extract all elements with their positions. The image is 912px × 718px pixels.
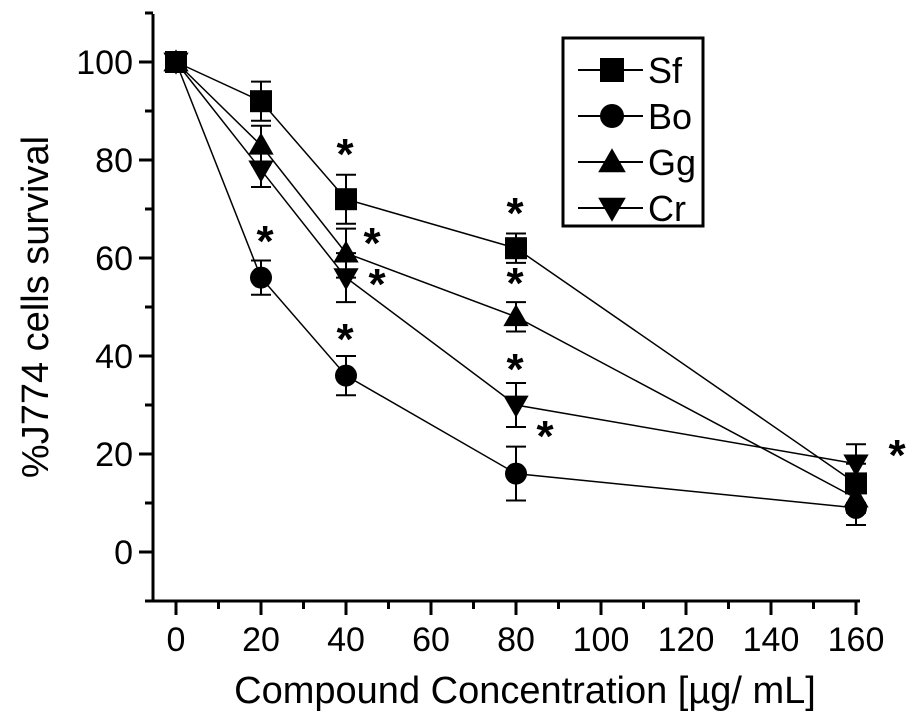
legend-marker-cr <box>598 197 626 222</box>
point-cr <box>843 454 869 477</box>
legend-label: Gg <box>648 142 696 183</box>
y-tick-label: 100 <box>76 44 133 82</box>
legend: Sf Bo Gg Cr <box>561 36 705 229</box>
x-tick-label: 100 <box>573 621 630 659</box>
data-points <box>163 49 869 519</box>
significance-star: * <box>506 345 524 394</box>
point-bo <box>250 266 272 289</box>
point-cr <box>163 52 189 75</box>
significance-star: * <box>256 217 274 266</box>
significance-star: * <box>506 189 524 238</box>
y-tick-label: 40 <box>95 338 133 376</box>
x-tick-label: 60 <box>412 621 450 659</box>
point-gg <box>843 485 869 508</box>
x-tick-label: 160 <box>828 621 885 659</box>
point-sf <box>250 90 272 113</box>
legend-item-cr: Cr <box>578 188 686 229</box>
x-tick-label: 40 <box>327 621 365 659</box>
significance-star: * <box>368 260 386 309</box>
significance-star: * <box>363 219 381 268</box>
axes: 0 20 40 60 80 100 0 20 40 60 80 100 120 140 160 <box>76 11 885 659</box>
point-bo <box>505 462 527 485</box>
y-tick-label: 0 <box>114 534 133 572</box>
significance-star: * <box>336 130 354 179</box>
significance-star: * <box>888 431 906 480</box>
legend-marker-sf <box>600 58 624 82</box>
y-tick-label: 80 <box>95 142 133 180</box>
significance-star: * <box>506 259 524 308</box>
y-axis-label: %J774 cells survival <box>15 136 57 478</box>
legend-item-sf: Sf <box>578 50 683 91</box>
y-tick-label: 60 <box>95 240 133 278</box>
x-tick-label: 0 <box>167 621 186 659</box>
legend-item-gg: Gg <box>578 142 696 183</box>
y-tick-label: 20 <box>95 436 133 474</box>
x-tick-label: 120 <box>658 621 715 659</box>
legend-label: Cr <box>648 188 686 229</box>
point-gg <box>333 240 359 263</box>
x-axis-label: Compound Concentration [µg/ mL] <box>234 670 816 712</box>
point-gg <box>248 132 274 155</box>
x-tick-label: 140 <box>743 621 800 659</box>
point-sf <box>335 188 357 211</box>
point-bo <box>335 364 357 387</box>
point-cr <box>248 160 274 183</box>
point-sf <box>505 237 527 260</box>
significance-markers: ********* * <box>256 130 906 480</box>
legend-label: Bo <box>648 96 692 137</box>
legend-marker-bo <box>600 104 624 128</box>
point-sf <box>845 472 867 495</box>
significance-star: * <box>336 315 354 364</box>
legend-item-bo: Bo <box>578 96 692 137</box>
x-tick-label: 20 <box>242 621 280 659</box>
legend-label: Sf <box>648 50 683 91</box>
x-tick-label: 80 <box>497 621 535 659</box>
significance-star: * <box>536 412 554 461</box>
point-cr <box>333 268 359 291</box>
point-cr <box>503 395 529 418</box>
legend-marker-gg <box>598 148 626 173</box>
point-gg <box>503 304 529 327</box>
